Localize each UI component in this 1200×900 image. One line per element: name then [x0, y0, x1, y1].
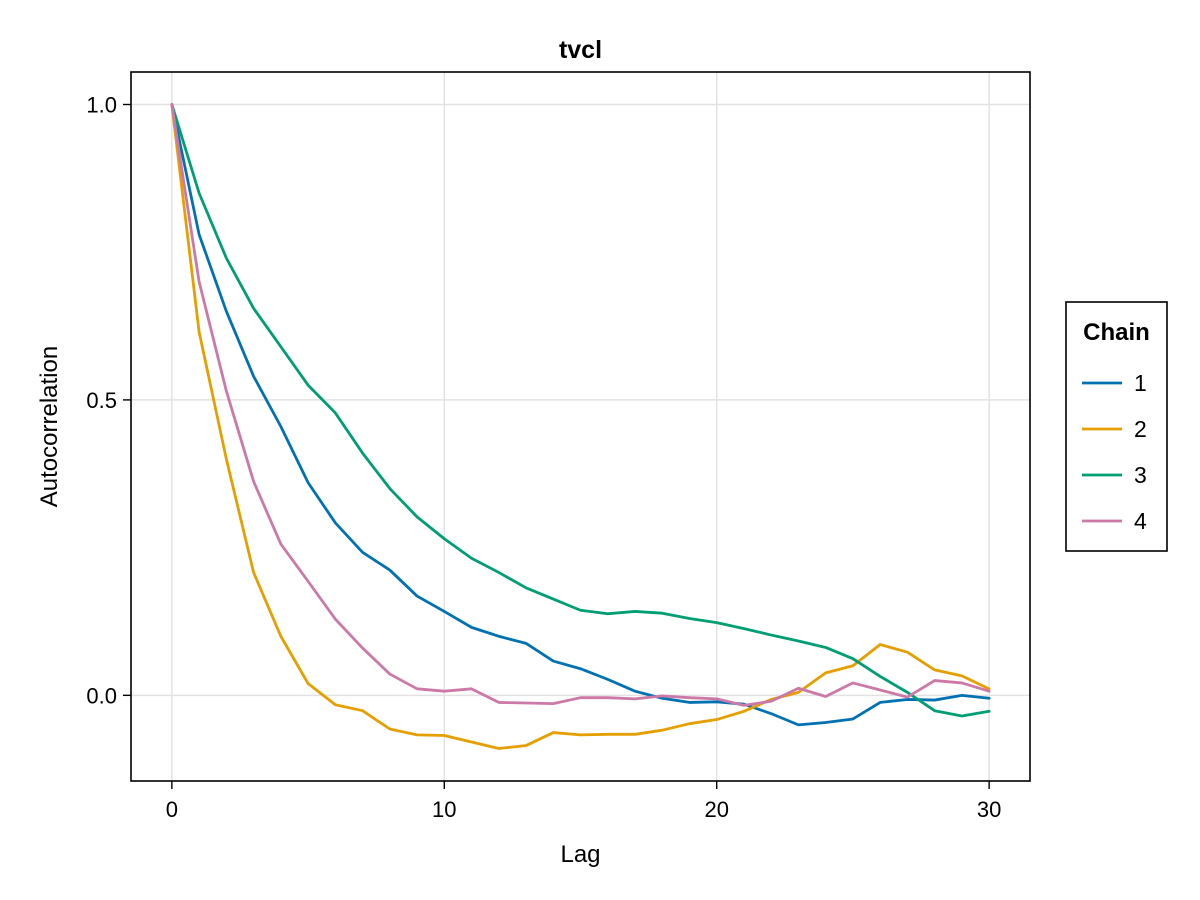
series-lines	[170, 103, 991, 750]
series-line-chain-1	[170, 103, 991, 727]
legend: Chain 1 2 3 4	[1065, 301, 1168, 552]
legend-items: 1 2 3 4	[1082, 370, 1147, 534]
y-tick-label: 1.0	[86, 92, 117, 117]
x-tick-label: 30	[977, 797, 1001, 822]
x-tick-label: 0	[166, 797, 178, 822]
legend-label-chain-3: 3	[1134, 462, 1147, 488]
legend-label-chain-4: 4	[1134, 508, 1147, 534]
axis-ticks: 0 10 20 30 0.0 0.5 1.0	[86, 92, 1001, 822]
chart-title: tvcl	[559, 36, 602, 64]
y-tick-label: 0.0	[86, 683, 117, 708]
series-line-chain-3	[170, 103, 991, 718]
legend-title: Chain	[1083, 319, 1150, 346]
grid-lines	[131, 72, 1030, 781]
legend-label-chain-1: 1	[1134, 370, 1147, 396]
series-line-chain-2	[170, 103, 991, 750]
x-axis-label: Lag	[560, 841, 600, 868]
plot-frame	[130, 71, 1031, 782]
y-tick-label: 0.5	[86, 388, 117, 413]
series-line-chain-4	[170, 103, 991, 707]
legend-box	[1065, 301, 1168, 552]
x-tick-label: 20	[704, 797, 728, 822]
x-tick-label: 10	[432, 797, 456, 822]
y-axis-label: Autocorrelation	[36, 346, 63, 507]
legend-label-chain-2: 2	[1134, 416, 1147, 442]
